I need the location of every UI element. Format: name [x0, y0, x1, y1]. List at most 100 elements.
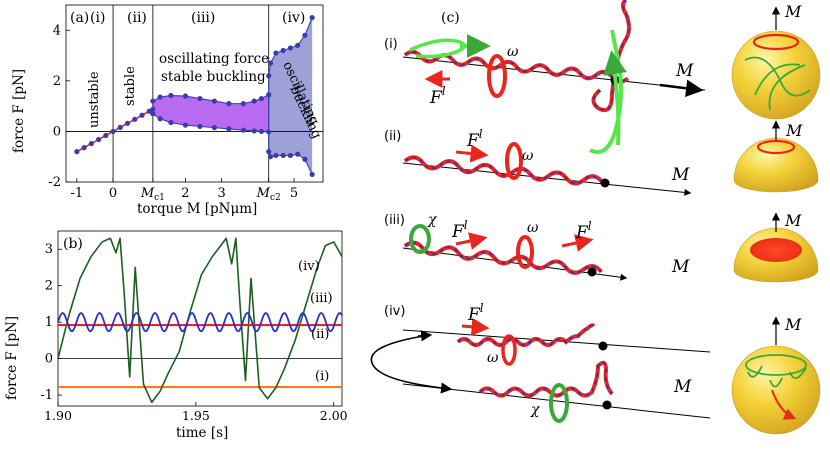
series-label-ii: (ii) [311, 327, 329, 342]
annotation-osc-force-2: stable buckling [161, 69, 266, 85]
data-point [168, 119, 174, 126]
force-arrow-ii [455, 144, 489, 163]
panel-a: (a) (i) (ii) (iii) (iv) unstable stable … [11, 4, 324, 217]
rotation-arrow-omega-i [487, 54, 507, 98]
data-point [124, 120, 131, 126]
panel-a-frame [65, 4, 324, 183]
data-point [139, 112, 145, 118]
sphere-trajectory-green-i [744, 56, 811, 111]
data-point [182, 122, 189, 128]
rotation-arrow-omega-ii [505, 142, 523, 180]
data-point [280, 47, 286, 54]
torque-arrow-i [659, 79, 704, 97]
data-point [81, 145, 87, 151]
data-point [258, 128, 265, 135]
row-label-i: (i) [384, 37, 398, 52]
y-tick-label: 2 [45, 279, 53, 294]
force-arrow-iii-right [561, 234, 594, 252]
data-point [273, 50, 279, 56]
rotation-arrow-chi-iii [409, 224, 431, 254]
panel-b: (b) (iv) (iii) (ii) (i) force F [pN] tim… [4, 230, 348, 441]
x-tick-label: 2 [181, 186, 189, 201]
sphere-torque-label-ii: M [785, 121, 803, 140]
data-point [150, 98, 156, 104]
data-point [211, 125, 218, 131]
sphere-ii: M [733, 120, 819, 193]
data-point [302, 32, 308, 38]
omega-label-ii: ω [522, 148, 534, 164]
panel-a-y-ticks: 4 2 0 -2 [48, 23, 70, 190]
series-iv-line [57, 237, 343, 404]
filament-ii [403, 155, 604, 186]
data-point [157, 116, 163, 122]
x-tick-label: 2.00 [320, 408, 348, 423]
data-point [295, 151, 301, 157]
panel-a-plot [66, 5, 323, 182]
sphere-cap-red-iii [750, 238, 802, 262]
sphere-torque-label-i: M [784, 2, 802, 21]
y-tick-label: 2 [53, 74, 61, 89]
force-label-i: Fl [429, 84, 446, 108]
series-label-i: (i) [315, 369, 329, 384]
data-point [240, 127, 246, 133]
filament-end-point-ii [600, 178, 610, 188]
filament-end-point-iv-bottom [602, 400, 612, 410]
row-iii: (iii) χ Fl ω Fl M [384, 212, 690, 281]
sphere-trajectory-red-ii [756, 139, 796, 155]
sphere-torque-label-iv: M [784, 315, 802, 334]
y-tick-label: 4 [53, 23, 61, 38]
x-tick-label: 3 [218, 186, 226, 201]
regime-label-i: (i) [90, 10, 105, 26]
sphere-iv: M [731, 315, 821, 435]
filament-axis-iv-bottom [402, 383, 711, 419]
sphere-torque-label-iii: M [784, 211, 802, 230]
x-tick-label: 1.95 [182, 408, 210, 423]
panel-c: (c) (i) Fl ω M (ii) [370, 0, 821, 435]
filament-end-point-iii [587, 267, 597, 277]
y-tick-label: 1 [45, 315, 53, 330]
data-point [150, 111, 156, 117]
sphere-trajectory-green-iv [745, 354, 807, 376]
force-arrow-iii-left [455, 232, 488, 250]
data-point [267, 60, 274, 66]
series-label-iii: (iii) [310, 291, 333, 306]
data-point [309, 171, 315, 178]
data-point [226, 101, 232, 107]
panel-b-label: (b) [63, 236, 83, 252]
series-iii-line [57, 312, 343, 333]
data-point [168, 92, 174, 99]
data-point [251, 128, 257, 134]
filament-end-loop-i [591, 0, 631, 113]
omega-label-iv: ω [487, 350, 499, 366]
force-arrow-iv [461, 317, 490, 336]
x-tick-label: 5 [290, 186, 298, 201]
data-point [157, 94, 163, 100]
force-label-ii: Fl [466, 127, 483, 151]
panel-b-y-axis-label: force F [pN] [4, 316, 20, 400]
regime-label-iv: (iv) [282, 10, 305, 26]
data-point [117, 124, 123, 130]
sphere-trajectory-red-i [752, 33, 800, 51]
panel-b-x-ticks: 1.90 1.95 2.00 [44, 402, 348, 423]
data-point [258, 95, 265, 102]
rotation-arrow-omega-iv [501, 334, 517, 366]
data-point [74, 149, 80, 155]
data-point [273, 152, 279, 159]
panel-b-plot [57, 237, 343, 404]
data-point [132, 116, 138, 122]
torque-label-iv: M [673, 377, 692, 397]
series-label-iv: (iv) [298, 259, 320, 274]
sphere-iii: M [733, 211, 819, 283]
data-point [280, 152, 286, 159]
data-point [295, 42, 301, 49]
filament-iii [403, 240, 603, 275]
annotation-osc-force-1: oscillating force [159, 51, 269, 67]
data-point [197, 123, 203, 129]
row-i: (i) Fl ω M [384, 0, 706, 154]
rotation-arrow-chi-iv [549, 383, 569, 423]
panel-b-frame [57, 230, 343, 407]
chi-label-iv: χ [530, 402, 541, 418]
data-point [211, 98, 218, 104]
data-point [150, 106, 156, 112]
annotation-unstable: unstable [87, 71, 102, 128]
